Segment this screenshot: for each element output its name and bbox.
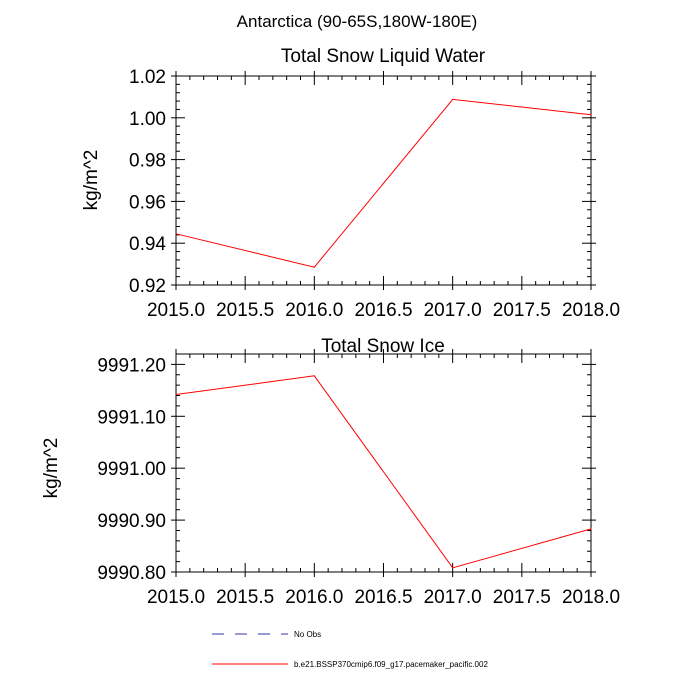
data-point: [590, 114, 592, 116]
chart-title: Total Snow Liquid Water: [281, 46, 486, 67]
x-tick-labels: 2015.0 2015.5 2016.0 2016.5 2017.0 2017.5 2018…: [147, 300, 620, 321]
y-tick-label: 0.92: [129, 276, 166, 297]
series-line: [175, 375, 592, 569]
data-point: [175, 233, 177, 235]
data-point: [452, 98, 454, 100]
y-axis-label: kg/m^2: [81, 150, 102, 211]
x-tick-label: 2016.5: [354, 300, 412, 321]
y-tick-label: 9991.00: [97, 459, 166, 480]
legend: No Obs b.e21.BSSP370cmip6.f09_g17.pacema…: [212, 630, 488, 669]
y-tick-label: 9991.20: [97, 355, 166, 376]
data-point: [452, 567, 454, 569]
data-point: [175, 393, 177, 396]
series-layer: [175, 375, 592, 569]
series-line: [175, 98, 592, 268]
axis-ticks: [171, 71, 596, 290]
y-tick-label: 1.02: [129, 67, 166, 88]
x-tick-label: 2015.0: [147, 300, 205, 321]
x-tick-label: 2016.0: [285, 300, 343, 321]
x-tick-label: 2016.5: [354, 587, 412, 608]
y-tick-label: 0.96: [129, 192, 166, 213]
plot-frame: [175, 353, 592, 573]
figure-title: Antarctica (90-65S,180W-180E): [237, 12, 478, 31]
data-point: [313, 375, 315, 377]
legend-label: b.e21.BSSP370cmip6.f09_g17.pacemaker_pac…: [294, 660, 488, 669]
x-tick-labels: 2015.0 2015.5 2016.0 2016.5 2017.0 2017.5 2018…: [147, 587, 620, 608]
y-tick-label: 9990.80: [97, 563, 166, 584]
x-tick-label: 2017.5: [493, 300, 551, 321]
y-tick-label: 0.94: [129, 234, 166, 255]
chart-title: Total Snow Ice: [321, 336, 445, 357]
x-tick-label: 2017.0: [424, 587, 482, 608]
chart-panel-snow-ice: Total Snow Ice kg/m^2 2015.0 2015.5 2016.0…: [41, 336, 620, 608]
chart-panel-liquid-water: Total Snow Liquid Water kg/m^2 2015.0 201…: [81, 46, 620, 321]
x-tick-label: 2015.5: [216, 300, 274, 321]
y-tick-label: 0.98: [129, 151, 166, 172]
y-tick-label: 1.00: [129, 109, 166, 130]
y-tick-label: 9990.90: [97, 511, 166, 532]
axis-ticks: [171, 349, 596, 577]
x-tick-label: 2017.0: [424, 300, 482, 321]
series-layer: [175, 98, 592, 268]
legend-label: No Obs: [294, 630, 321, 639]
data-point: [590, 528, 592, 530]
y-tick-labels: 9990.80 9990.90 9991.00 9991.10 9991.20: [97, 355, 166, 584]
legend-item-no-obs: No Obs: [212, 630, 321, 639]
x-tick-label: 2016.0: [285, 587, 343, 608]
x-tick-label: 2018.0: [562, 300, 620, 321]
y-axis-label: kg/m^2: [41, 438, 62, 499]
x-tick-label: 2018.0: [562, 587, 620, 608]
legend-item-model: b.e21.BSSP370cmip6.f09_g17.pacemaker_pac…: [212, 660, 488, 669]
x-tick-label: 2015.0: [147, 587, 205, 608]
x-tick-label: 2015.5: [216, 587, 274, 608]
x-tick-label: 2017.5: [493, 587, 551, 608]
data-point: [313, 266, 315, 268]
y-tick-label: 9991.10: [97, 407, 166, 428]
y-tick-labels: 0.92 0.94 0.96 0.98 1.00 1.02: [129, 67, 166, 297]
